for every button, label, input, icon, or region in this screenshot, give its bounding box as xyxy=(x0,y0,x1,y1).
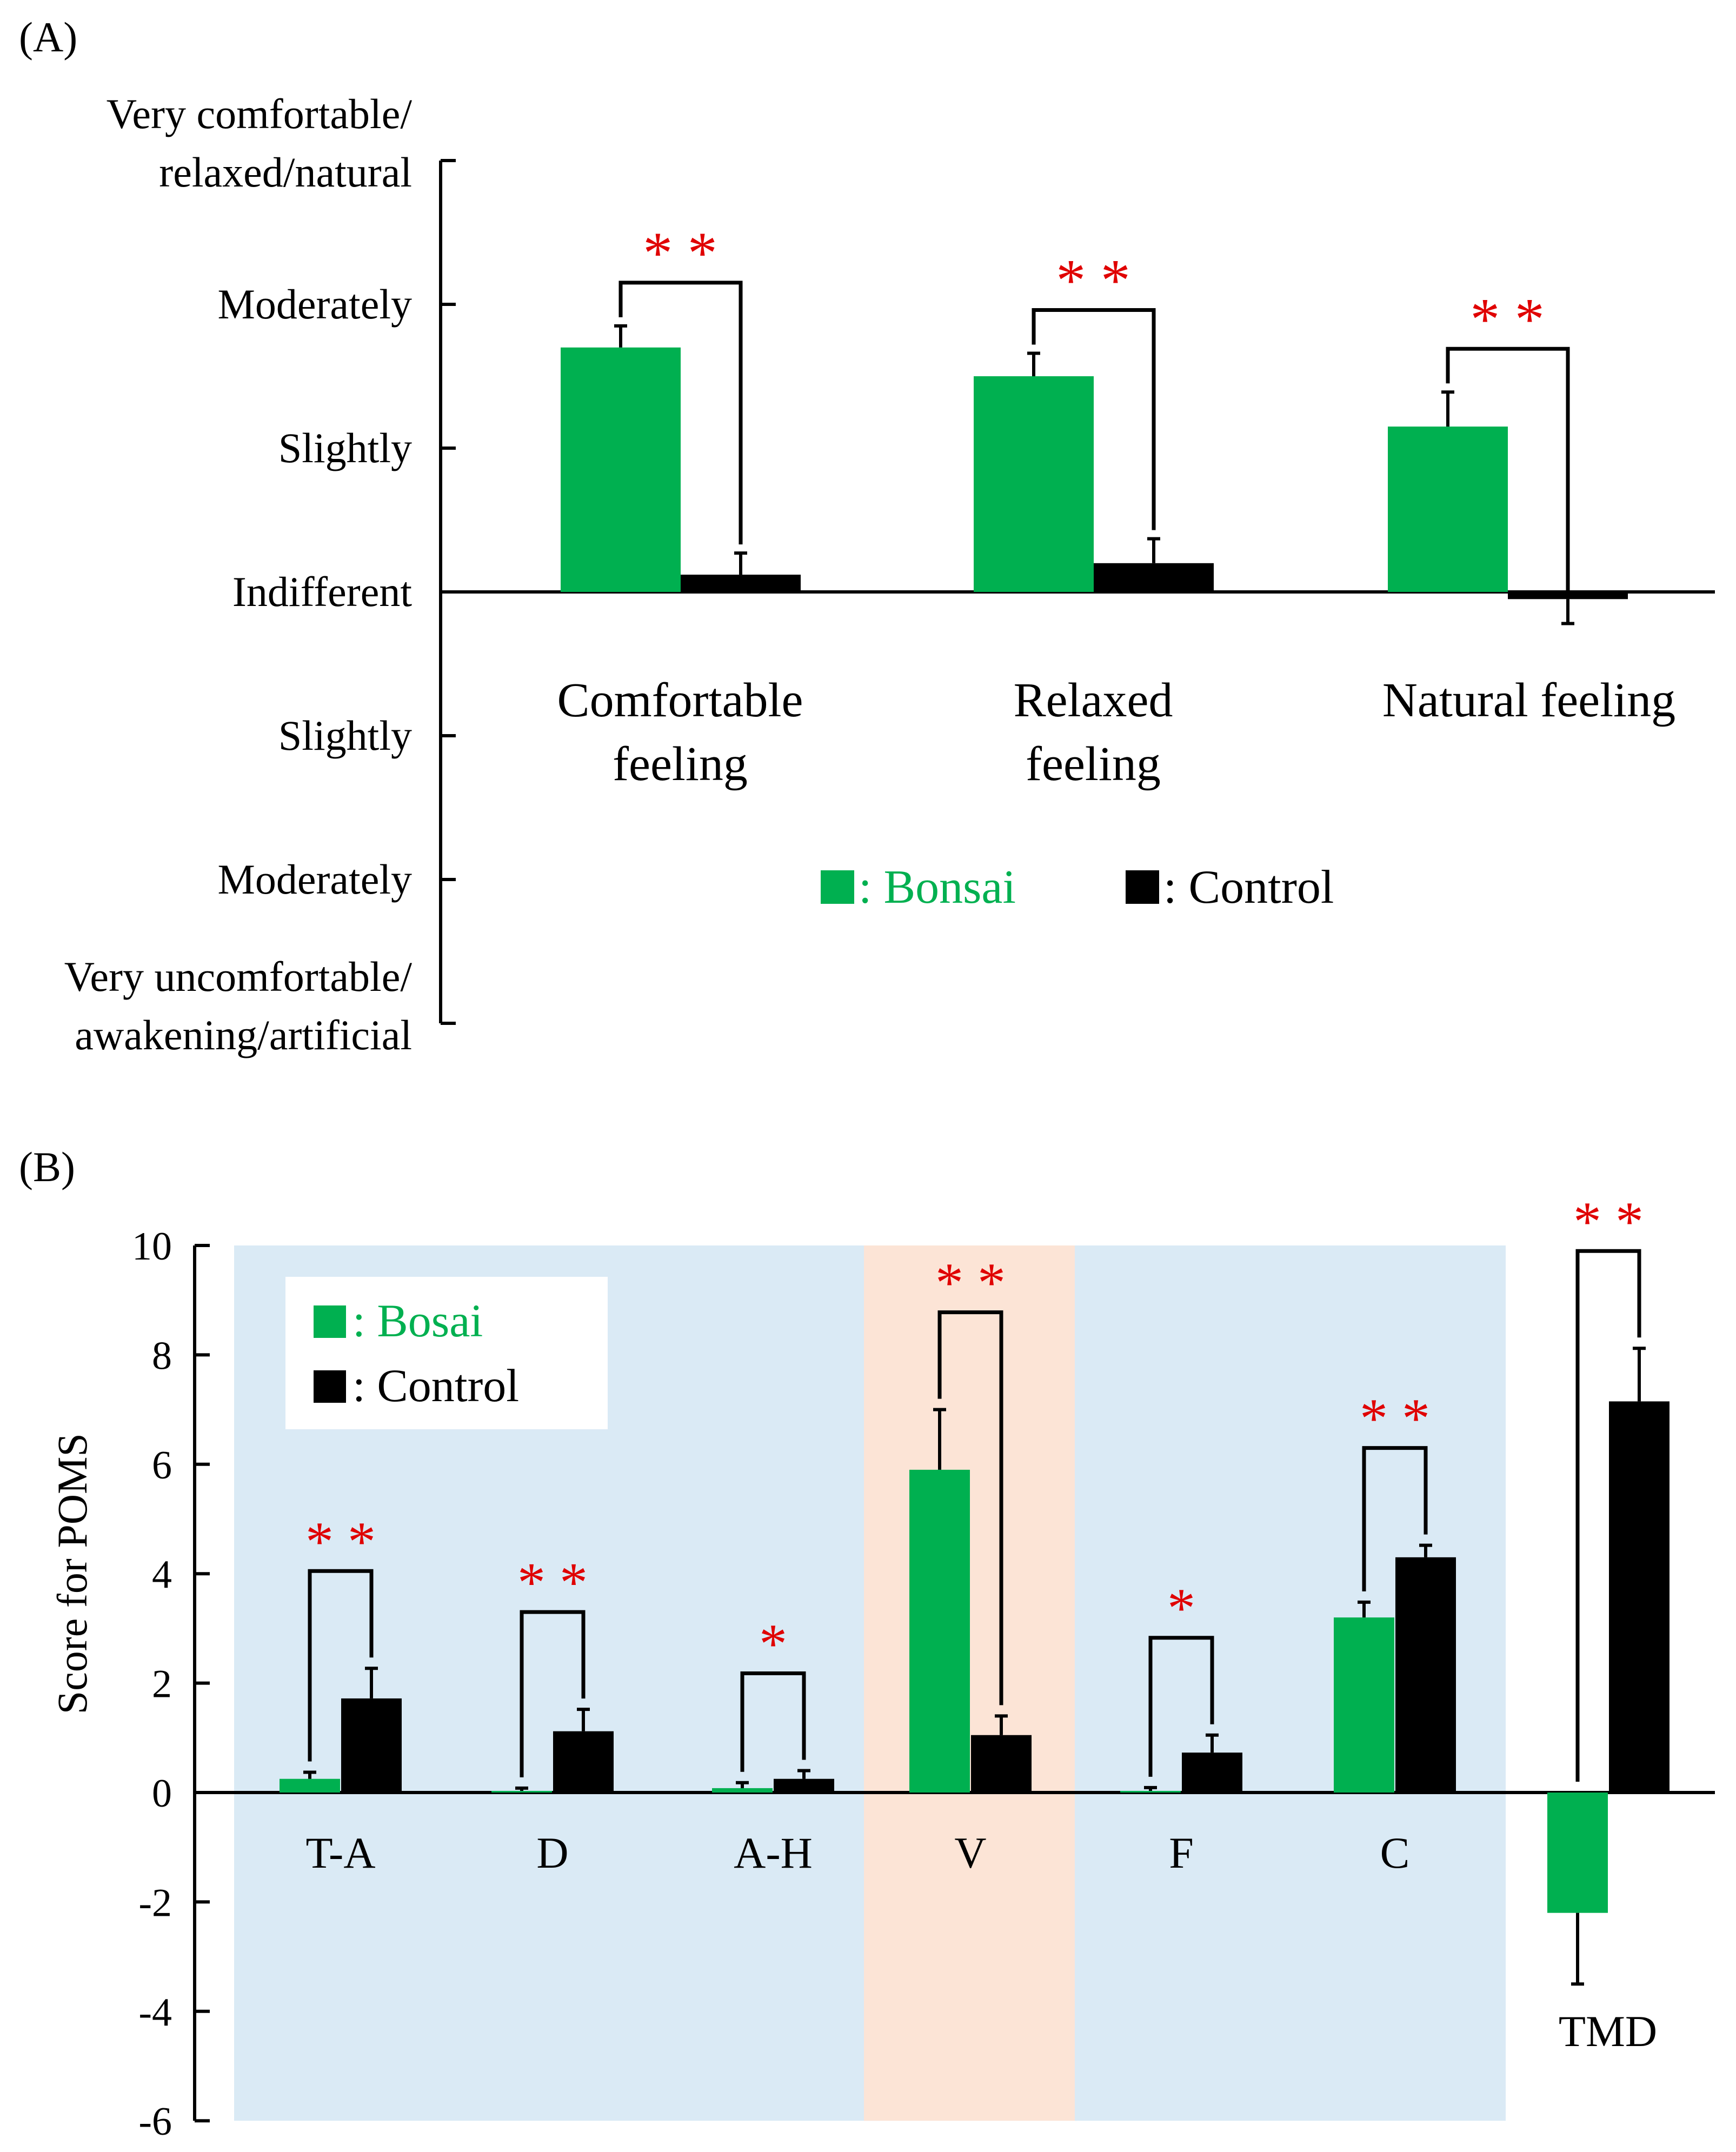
bar-control xyxy=(1508,592,1628,599)
x-category-label: Comfortable xyxy=(557,674,803,727)
significance-bracket xyxy=(937,1310,1003,1705)
significance-stars: * * xyxy=(1573,1190,1644,1252)
x-category-label: Relaxed xyxy=(1014,674,1173,727)
bar-control xyxy=(1395,1557,1456,1793)
significance-bracket xyxy=(1148,1636,1214,1777)
bar-bonsai xyxy=(1388,427,1508,592)
legend-label-control: : Control xyxy=(352,1360,519,1411)
significance-bracket xyxy=(740,1671,806,1772)
y-tick-label: 0 xyxy=(152,1771,172,1816)
significance-stars: * * xyxy=(305,1510,376,1573)
bar-control xyxy=(341,1698,402,1793)
significance-bracket xyxy=(1032,308,1156,530)
bar-control xyxy=(774,1778,834,1793)
bar-bosai xyxy=(1547,1793,1608,1913)
y-tick-label: 8 xyxy=(152,1334,172,1378)
panel-b-chart: 10 8 6 4 2 0 -2 -4 -6 Score for POMS * * T-A * * D * A-… xyxy=(49,1190,1715,2144)
bar-control xyxy=(681,575,801,592)
y-tick-label: awakening/artificial xyxy=(75,1011,412,1058)
x-category-label: feeling xyxy=(613,737,748,791)
panel-a-label: (A) xyxy=(19,14,77,61)
y-tick-label: -4 xyxy=(138,1990,172,2035)
y-tick-label: relaxed/natural xyxy=(159,149,412,196)
bar-bonsai xyxy=(561,347,681,592)
legend-swatch-control xyxy=(314,1370,346,1403)
bar-bosai xyxy=(909,1469,970,1793)
bar-control xyxy=(1182,1753,1242,1793)
y-tick-label: 4 xyxy=(152,1553,172,1597)
bar-control xyxy=(1609,1401,1670,1793)
legend-swatch-control xyxy=(1126,870,1159,904)
y-tick-label: Moderately xyxy=(217,856,412,903)
x-category-label: Natural feeling xyxy=(1382,674,1675,727)
legend-label-control: : Control xyxy=(1163,861,1334,914)
bar-bosai xyxy=(491,1790,552,1793)
y-tick-label: Very comfortable/ xyxy=(107,90,413,137)
x-category-label: T-A xyxy=(305,1828,375,1877)
x-category-label: V xyxy=(954,1828,986,1877)
bar-bosai xyxy=(1334,1617,1394,1793)
y-tick-label: 6 xyxy=(152,1443,172,1488)
y-tick-label: Slightly xyxy=(278,712,412,759)
bar-bosai xyxy=(712,1788,773,1793)
y-tick-label: -2 xyxy=(138,1881,172,1925)
significance-bracket xyxy=(520,1610,586,1777)
bar-bosai xyxy=(280,1778,340,1793)
legend-swatch-bonsai xyxy=(314,1305,346,1338)
y-tick-label: Moderately xyxy=(217,281,412,328)
significance-bracket xyxy=(1362,1446,1428,1591)
x-category-label: D xyxy=(536,1828,568,1877)
y-tick-label: 10 xyxy=(132,1224,172,1269)
y-tick-label: 2 xyxy=(152,1662,172,1707)
significance-stars: * * xyxy=(517,1551,588,1614)
background-band xyxy=(864,1245,1077,2121)
x-category-label: A-H xyxy=(734,1828,813,1877)
y-tick-label: Indifferent xyxy=(232,568,412,615)
significance-stars: * * xyxy=(1360,1388,1430,1450)
x-category-label: C xyxy=(1380,1828,1410,1877)
x-category-label: TMD xyxy=(1559,2007,1657,2056)
significance-bracket xyxy=(1446,347,1570,591)
significance-stars: * xyxy=(1167,1577,1195,1640)
significance-stars: * * xyxy=(1470,286,1545,352)
x-category-label: feeling xyxy=(1026,737,1161,791)
legend-box xyxy=(285,1277,608,1429)
legend-label-bonsai: : Bonsai xyxy=(859,861,1016,914)
legend-swatch-bonsai xyxy=(821,870,854,904)
y-tick-label: Slightly xyxy=(278,424,412,471)
significance-stars: * * xyxy=(935,1252,1006,1314)
bar-control xyxy=(971,1735,1032,1793)
significance-stars: * * xyxy=(643,220,717,286)
significance-bracket xyxy=(1575,1249,1641,1782)
panel-a-chart: Very comfortable/relaxed/natural Moderate… xyxy=(64,90,1715,1058)
y-tick-label: -6 xyxy=(138,2100,172,2144)
significance-bracket xyxy=(618,281,743,545)
significance-bracket xyxy=(308,1569,374,1762)
legend-label-bonsai: : Bosai xyxy=(352,1295,483,1347)
y-axis-label: Score for POMS xyxy=(49,1433,96,1714)
bar-bosai xyxy=(1120,1790,1181,1793)
significance-stars: * xyxy=(759,1613,787,1675)
bar-control xyxy=(1094,563,1214,592)
bar-control xyxy=(553,1731,614,1793)
x-category-label: F xyxy=(1169,1828,1194,1877)
panel-b-label: (B) xyxy=(19,1143,75,1190)
y-tick-label: Very uncomfortable/ xyxy=(64,953,413,1000)
bar-bonsai xyxy=(974,376,1094,592)
significance-stars: * * xyxy=(1056,247,1130,313)
